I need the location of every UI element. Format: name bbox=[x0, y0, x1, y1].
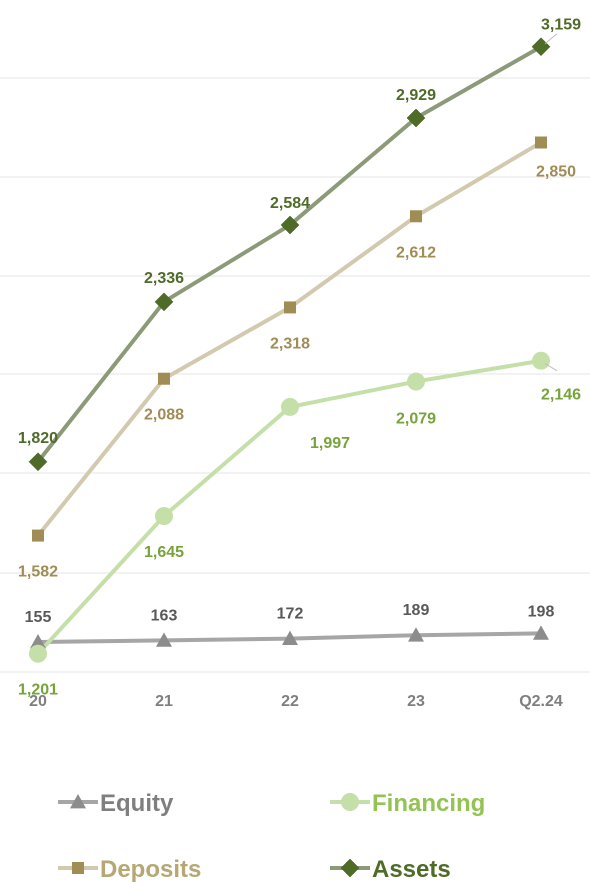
equity-data-label-q2-24: 198 bbox=[528, 603, 555, 620]
financing-data-label-21: 1,645 bbox=[144, 544, 184, 561]
financing-data-label-23: 2,079 bbox=[396, 411, 436, 428]
financing-data-label-q2-24: 2,146 bbox=[541, 387, 581, 404]
equity-data-label-20: 155 bbox=[25, 609, 52, 626]
legend-item-deposits: Deposits bbox=[58, 856, 201, 882]
deposits-marker-q2-24 bbox=[535, 136, 547, 149]
financing-marker-q2-24 bbox=[532, 351, 550, 370]
deposits-data-label-q2-24: 2,850 bbox=[536, 164, 576, 181]
equity-data-label-23: 189 bbox=[403, 602, 430, 619]
deposits-data-label-23: 2,612 bbox=[396, 244, 436, 261]
legend-item-equity: Equity bbox=[58, 790, 174, 817]
deposits-data-label-22: 2,318 bbox=[270, 335, 310, 352]
equity-marker-22 bbox=[282, 630, 298, 645]
equity-marker-20 bbox=[30, 634, 46, 649]
assets-marker-22 bbox=[280, 215, 300, 235]
legend-label-equity: Equity bbox=[100, 790, 174, 817]
assets-marker-21 bbox=[154, 292, 174, 312]
assets-data-label-20: 1,820 bbox=[18, 430, 58, 447]
deposits-marker-23 bbox=[410, 210, 422, 223]
assets-leader-line bbox=[544, 33, 558, 45]
financing-marker-20 bbox=[29, 644, 47, 663]
legend-marker-equity bbox=[70, 794, 86, 809]
legend-label-financing: Financing bbox=[372, 790, 485, 817]
legend: Equity Financing Deposits Assets bbox=[58, 790, 485, 882]
legend-marker-financing bbox=[341, 793, 359, 811]
financing-marker-21 bbox=[155, 507, 173, 526]
financing-data-label-20: 1,201 bbox=[18, 682, 58, 699]
legend-label-assets: Assets bbox=[372, 856, 451, 882]
financing-data-label-22: 1,997 bbox=[310, 435, 350, 452]
legend-marker-assets bbox=[340, 858, 360, 878]
equity-marker-21 bbox=[156, 632, 172, 647]
x-tick-22: 22 bbox=[281, 693, 299, 710]
x-tick-21: 21 bbox=[155, 693, 173, 710]
deposits-marker-22 bbox=[284, 301, 296, 314]
deposits-data-label-21: 2,088 bbox=[144, 407, 184, 424]
assets-data-label-23: 2,929 bbox=[396, 87, 436, 104]
legend-marker-deposits bbox=[72, 862, 84, 874]
equity-data-label-22: 172 bbox=[277, 606, 304, 623]
deposits-marker-21 bbox=[158, 372, 170, 385]
deposits-data-label-20: 1,582 bbox=[18, 564, 58, 581]
assets-marker-q2-24 bbox=[531, 37, 551, 57]
gridlines bbox=[0, 77, 590, 673]
x-tick-23: 23 bbox=[407, 693, 425, 710]
data-labels: 155 163 172 189 198 1,201 1,645 1,997 2,079 2,146… bbox=[18, 17, 581, 699]
legend-item-assets: Assets bbox=[330, 856, 451, 882]
equity-marker-q2-24 bbox=[533, 625, 549, 640]
assets-marker-23 bbox=[406, 108, 426, 128]
financing-leader-line bbox=[544, 363, 558, 372]
financing-marker-23 bbox=[407, 372, 425, 391]
financing-marker-22 bbox=[281, 397, 299, 416]
deposits-marker-20 bbox=[32, 529, 44, 542]
assets-marker-20 bbox=[28, 452, 48, 472]
legend-label-deposits: Deposits bbox=[100, 856, 201, 882]
assets-data-label-21: 2,336 bbox=[144, 270, 184, 287]
series-markers bbox=[28, 37, 551, 663]
x-axis-ticks: 20 21 22 23 Q2.24 bbox=[29, 693, 563, 710]
x-tick-20: 20 bbox=[29, 693, 47, 710]
assets-data-label-22: 2,584 bbox=[270, 195, 310, 212]
x-tick-q2-24: Q2.24 bbox=[519, 693, 563, 710]
equity-marker-23 bbox=[408, 627, 424, 642]
equity-data-label-21: 163 bbox=[151, 607, 178, 624]
legend-item-financing: Financing bbox=[330, 790, 485, 817]
assets-data-label-q2-24: 3,159 bbox=[541, 17, 581, 34]
